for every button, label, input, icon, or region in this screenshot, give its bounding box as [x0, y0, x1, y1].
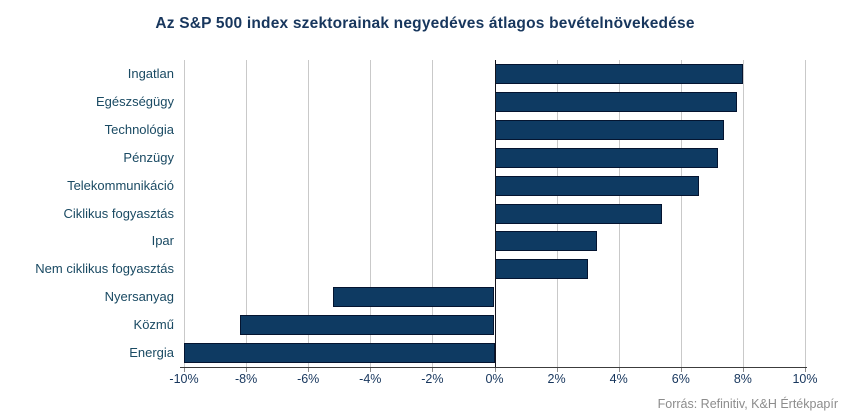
zero-axis-line — [494, 60, 496, 367]
x-tick-label: -6% — [297, 372, 320, 386]
x-tick-label: 2% — [547, 372, 566, 386]
x-tick-label: -4% — [359, 372, 382, 386]
category-label: Ipar — [151, 233, 174, 249]
category-label: Ingatlan — [127, 65, 174, 81]
x-tick-label: 10% — [792, 372, 818, 386]
gridline — [805, 60, 806, 367]
axis-tick — [370, 368, 372, 372]
axis-tick — [618, 368, 620, 372]
x-tick-label: 6% — [671, 372, 690, 386]
axis-tick — [308, 368, 310, 372]
category-label: Egészségügy — [95, 93, 174, 109]
bar-ciklikus-fogyaszt-s — [494, 203, 663, 224]
chart-title: Az S&P 500 index szektorainak negyedéves… — [155, 15, 695, 32]
x-tick-label: 0% — [485, 372, 504, 386]
gridline — [308, 60, 310, 367]
axis-tick — [742, 368, 744, 372]
bar-k-zm- — [239, 315, 495, 336]
axis-tick — [805, 368, 806, 372]
category-label: Nem ciklikus fogyasztás — [35, 261, 174, 277]
gridline — [246, 60, 248, 367]
x-tick-label: 8% — [733, 372, 752, 386]
x-tick-label: -10% — [169, 372, 199, 386]
axis-tick — [494, 368, 496, 372]
x-tick-label: -8% — [234, 372, 258, 386]
bar-ingatlan — [494, 63, 743, 84]
category-label: Ciklikus fogyasztás — [63, 205, 174, 221]
bar-ipar — [494, 231, 597, 252]
axis-tick — [184, 368, 185, 372]
category-label: Pénzügy — [123, 149, 174, 165]
category-label: Energia — [129, 345, 174, 361]
bar-eg-szs-g-gy — [494, 91, 737, 112]
bar-nyersanyag — [333, 287, 495, 308]
gridline — [432, 60, 434, 367]
bar-technol-gia — [494, 119, 725, 140]
x-axis-line — [180, 367, 807, 368]
gridline — [370, 60, 372, 367]
source-note: Forrás: Refinitiv, K&H Értékpapír — [657, 397, 838, 411]
axis-tick — [432, 368, 434, 372]
x-tick-label: -2% — [421, 372, 444, 386]
bar-energia — [184, 343, 495, 364]
bar-nem-ciklikus-fogyaszt-s — [494, 259, 588, 280]
category-label: Nyersanyag — [104, 289, 174, 305]
x-tick-label: 4% — [609, 372, 628, 386]
gridline — [184, 60, 185, 367]
axis-tick — [246, 368, 248, 372]
axis-tick — [680, 368, 682, 372]
bar-telekommunik-ci- — [494, 175, 700, 196]
axis-tick — [556, 368, 558, 372]
gridline — [680, 60, 682, 367]
bar-p-nz-gy — [494, 147, 719, 168]
plot-area — [184, 60, 806, 367]
gridline — [742, 60, 744, 367]
category-label: Telekommunikáció — [67, 177, 174, 193]
category-label: Közmű — [133, 317, 174, 333]
category-label: Technológia — [104, 121, 174, 137]
